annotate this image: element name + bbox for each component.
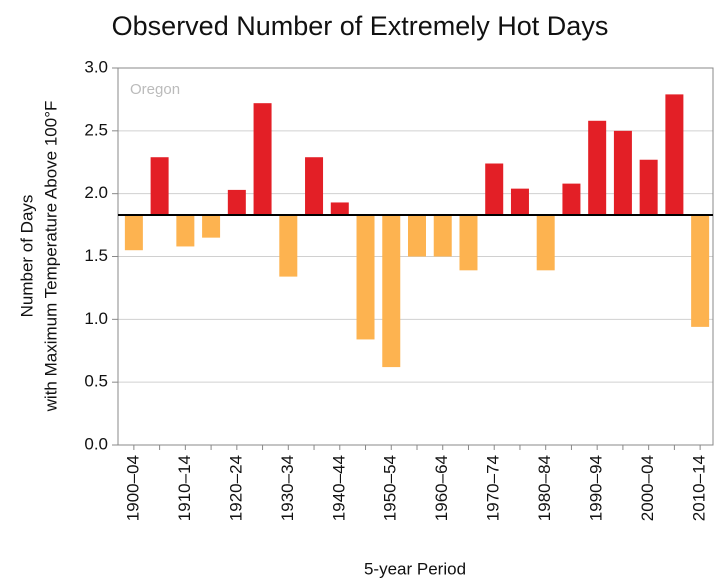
bar: [124, 215, 143, 251]
y-tick-label: 1.0: [84, 309, 108, 328]
y-tick-label: 2.0: [84, 183, 108, 202]
x-tick-label: 1970–74: [484, 455, 503, 521]
bar: [562, 183, 581, 216]
bar: [356, 215, 375, 340]
bar: [433, 215, 452, 257]
x-tick-label: 1990–94: [587, 455, 606, 521]
y-tick-label: 0.5: [84, 372, 108, 391]
y-tick-label: 0.0: [84, 434, 108, 453]
bar: [665, 94, 684, 216]
x-tick-label: 2010–14: [690, 455, 709, 521]
bar: [588, 120, 607, 216]
bar: [639, 159, 658, 216]
x-tick-label: 1920–24: [226, 455, 245, 521]
bar: [408, 215, 426, 257]
bar: [227, 189, 246, 216]
x-tick-label: 1900–04: [123, 455, 142, 521]
bar: [536, 215, 555, 271]
bar: [510, 188, 529, 216]
x-tick-label: 1950–54: [381, 455, 400, 521]
bar: [202, 215, 221, 238]
x-axis-label: 5-year Period: [364, 559, 466, 578]
bar: [485, 163, 504, 216]
x-tick-label: 1960–64: [432, 455, 451, 521]
bar: [459, 215, 478, 271]
chart-title: Observed Number of Extremely Hot Days: [112, 11, 609, 41]
y-tick-label: 2.5: [84, 120, 108, 139]
y-axis-label: with Maximum Temperature Above 100°F: [41, 101, 60, 413]
bar: [330, 202, 349, 216]
bar: [305, 157, 324, 216]
annotation: Oregon: [130, 81, 180, 98]
bar: [691, 215, 710, 327]
x-tick-label: 1910–14: [175, 455, 194, 521]
y-tick-label: 1.5: [84, 246, 108, 265]
x-tick-label: 2000–04: [638, 455, 657, 521]
bar: [279, 215, 298, 277]
y-tick-label: 3.0: [84, 57, 108, 76]
bar: [176, 215, 195, 247]
x-tick-label: 1940–44: [329, 455, 348, 521]
bar: [150, 157, 169, 216]
bar: [613, 130, 632, 216]
bar: [253, 103, 272, 216]
x-tick-label: 1930–34: [278, 455, 297, 521]
x-tick-label: 1980–84: [535, 455, 554, 521]
bar: [382, 215, 401, 368]
y-axis-label: Number of Days: [17, 195, 36, 318]
plot-frame: [117, 67, 714, 446]
